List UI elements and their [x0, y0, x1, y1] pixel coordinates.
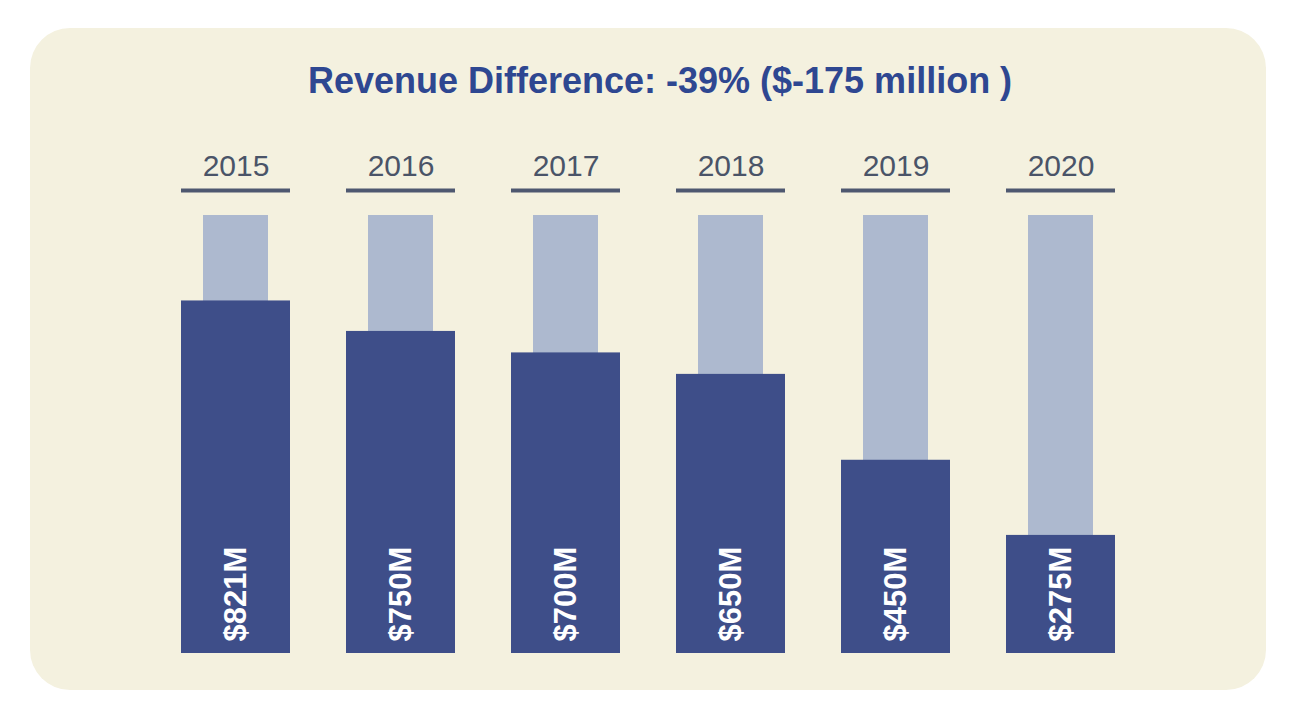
svg-text:$821M: $821M	[218, 547, 253, 642]
svg-text:$450M: $450M	[878, 547, 913, 642]
html-text:Revenue Difference: -39% ($-17: Revenue Difference: -39% ($-175 million …	[307, 60, 1013, 101]
svg-text:2016: 2016	[368, 149, 435, 182]
svg-text:2018: 2018	[698, 149, 765, 182]
svg-text:2019: 2019	[863, 149, 930, 182]
svg-text:$275M: $275M	[1043, 547, 1078, 642]
svg-text:2015: 2015	[203, 149, 270, 182]
svg-text:2020: 2020	[1028, 149, 1095, 182]
svg-text:$750M: $750M	[383, 547, 418, 642]
svg-text:$650M: $650M	[713, 547, 748, 642]
svg-text:2017: 2017	[533, 149, 600, 182]
svg-text:$700M: $700M	[548, 547, 583, 642]
